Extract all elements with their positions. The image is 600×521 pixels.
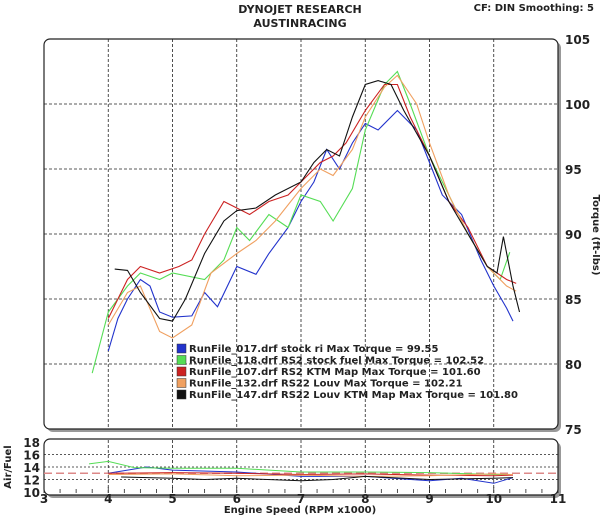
- af-series: [88, 460, 514, 484]
- legend-entry: RunFile_118.drf RS2 stock fuel Max Torqu…: [189, 356, 484, 367]
- torque-series-line: [107, 109, 514, 352]
- legend-entry: RunFile_107.drf RS2 KTM Map Max Torque =…: [189, 367, 481, 378]
- legend: RunFile_017.drf stock ri Max Torque = 99…: [176, 343, 518, 401]
- af-tick-label: 14: [23, 461, 40, 475]
- af-series-line: [121, 475, 514, 482]
- torque-y-ticks: 75 80 85 90 95 100 105: [565, 33, 590, 437]
- x-tick-label: 3: [40, 492, 48, 506]
- af-series-line: [88, 460, 510, 475]
- legend-entry: RunFile_147.drf RS22 Louv KTM Map Max To…: [189, 390, 518, 401]
- torque-series-line: [107, 74, 517, 339]
- x-tick-label: 6: [233, 492, 241, 506]
- settings-label: CF: DIN Smoothing: 5: [474, 3, 594, 14]
- x-tick-label: 4: [104, 492, 112, 506]
- af-series-line: [108, 472, 514, 477]
- af-series-line: [108, 473, 514, 477]
- legend-swatch: [176, 366, 187, 377]
- legend-swatch: [176, 389, 187, 400]
- x-axis-label: Engine Speed (RPM x1000): [224, 505, 376, 516]
- torque-series-line: [114, 80, 521, 322]
- y-tick-label: 95: [565, 163, 582, 177]
- x-tick-labels: 3 4 5 6 7 8 9 10 11: [40, 492, 567, 506]
- legend-entry: RunFile_017.drf stock ri Max Torque = 99…: [189, 344, 439, 355]
- y-tick-label: 100: [565, 98, 590, 112]
- legend-entry: RunFile_132.drf RS22 Louv Max Torque = 1…: [189, 379, 463, 390]
- y-tick-label: 75: [565, 423, 582, 437]
- af-tick-label: 16: [23, 449, 40, 463]
- legend-swatch: [176, 343, 187, 354]
- x-tick-label: 7: [297, 492, 305, 506]
- chart-title: DYNOJET RESEARCH: [238, 3, 361, 16]
- torque-series: [91, 70, 521, 374]
- y-tick-label: 105: [565, 33, 590, 47]
- torque-series-line: [91, 70, 511, 374]
- y-tick-label: 85: [565, 293, 582, 307]
- y-axis-label: Torque (ft-lbs): [590, 195, 600, 276]
- af-tick-label: 10: [23, 486, 40, 500]
- af-tick-label: 12: [23, 474, 40, 488]
- x-tick-label: 9: [425, 492, 433, 506]
- x-tick-label: 10: [485, 492, 502, 506]
- x-tick-label: 5: [168, 492, 176, 506]
- x-tick-label: 11: [550, 492, 567, 506]
- chart-subtitle: AUSTINRACING: [253, 17, 346, 30]
- x-tick-label: 8: [361, 492, 369, 506]
- y-tick-label: 80: [565, 358, 582, 372]
- af-axis-label: Air/Fuel: [3, 445, 14, 488]
- y-tick-label: 90: [565, 228, 582, 242]
- legend-swatch: [176, 355, 187, 365]
- torque-grid: [44, 39, 558, 429]
- legend-swatch: [176, 378, 187, 388]
- af-tick-label: 18: [23, 436, 40, 450]
